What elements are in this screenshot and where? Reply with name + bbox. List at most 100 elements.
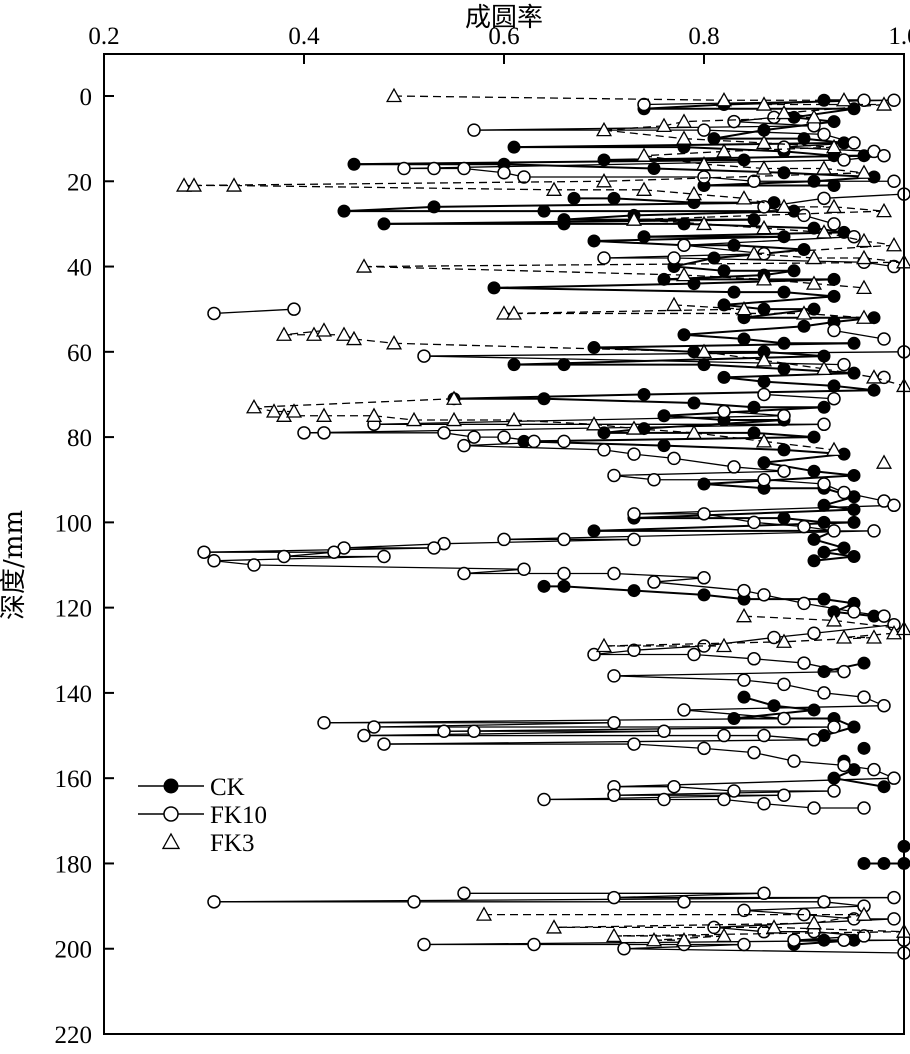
data-point xyxy=(755,96,773,111)
data-point xyxy=(797,132,811,146)
series-line xyxy=(673,786,735,792)
data-point xyxy=(597,443,611,457)
data-point xyxy=(275,326,293,341)
y-tick-label: 0 xyxy=(80,84,93,111)
data-point xyxy=(847,229,861,244)
y-tick-label: 80 xyxy=(67,425,92,452)
data-point xyxy=(637,387,651,401)
series-line xyxy=(643,189,695,195)
series-line xyxy=(503,163,655,170)
series-line xyxy=(233,184,555,191)
data-point xyxy=(777,409,791,423)
data-point xyxy=(807,733,821,747)
data-point xyxy=(887,890,901,905)
data-point xyxy=(807,464,821,478)
data-point xyxy=(207,895,221,909)
series-line xyxy=(703,223,765,229)
y-tick-label: 100 xyxy=(55,510,93,537)
data-point xyxy=(807,532,821,546)
series-line xyxy=(513,419,595,425)
series-line xyxy=(603,125,665,131)
series-line xyxy=(613,572,705,579)
series-line xyxy=(463,568,525,575)
data-point xyxy=(707,132,721,146)
data-point xyxy=(685,185,703,201)
data-point xyxy=(695,155,713,171)
data-point xyxy=(545,181,563,196)
data-point xyxy=(507,358,521,372)
series-fk10 xyxy=(197,93,910,960)
data-point xyxy=(805,109,823,124)
data-point xyxy=(747,400,761,414)
data-point xyxy=(557,566,571,581)
data-point xyxy=(855,232,873,248)
data-point xyxy=(827,784,841,798)
series-line xyxy=(783,291,835,298)
y-axis-ticks: 0 20 40 60 80 100 120 140 160 180 200 220 xyxy=(55,84,114,1049)
data-point xyxy=(377,737,391,751)
series-line xyxy=(703,636,775,647)
data-point xyxy=(777,285,791,299)
data-point xyxy=(161,832,181,850)
data-point xyxy=(857,801,871,815)
data-point xyxy=(817,686,831,700)
data-point xyxy=(817,545,831,559)
series-line xyxy=(833,206,885,212)
data-point xyxy=(405,411,423,427)
series-line xyxy=(643,150,725,157)
series-line xyxy=(373,722,615,728)
data-point xyxy=(887,771,901,785)
data-point xyxy=(317,716,331,730)
data-point xyxy=(887,93,901,108)
series-line xyxy=(703,163,765,170)
data-point xyxy=(715,92,733,107)
series-layer xyxy=(175,87,910,960)
data-point xyxy=(397,161,411,176)
data-point xyxy=(747,745,761,760)
data-point xyxy=(747,515,761,530)
series-line xyxy=(803,602,855,613)
data-point xyxy=(595,173,613,188)
data-point xyxy=(807,801,821,815)
series-line xyxy=(733,466,785,472)
data-point xyxy=(737,673,751,687)
data-point xyxy=(277,549,291,564)
data-point xyxy=(355,258,373,273)
data-point xyxy=(825,612,843,627)
data-point xyxy=(697,741,711,756)
series-line xyxy=(603,129,685,140)
data-point xyxy=(707,251,721,265)
series-line xyxy=(813,913,865,924)
data-point xyxy=(837,357,851,372)
data-point xyxy=(315,407,333,422)
data-point xyxy=(625,211,643,226)
data-point xyxy=(505,305,523,320)
data-point xyxy=(757,302,771,316)
data-point xyxy=(825,138,843,154)
data-point xyxy=(857,656,871,670)
data-point xyxy=(867,524,881,538)
data-point xyxy=(427,161,441,176)
data-point xyxy=(567,191,581,205)
data-point xyxy=(755,352,773,367)
series-line xyxy=(863,240,895,246)
data-point xyxy=(495,305,513,320)
data-point xyxy=(657,724,671,739)
y-tick-label: 20 xyxy=(67,169,92,196)
series-line xyxy=(823,193,905,199)
series-line xyxy=(683,709,785,720)
series-line xyxy=(283,551,335,558)
data-point xyxy=(777,677,791,692)
series-line xyxy=(703,363,785,370)
data-point xyxy=(815,160,833,175)
data-point xyxy=(777,336,791,350)
data-point xyxy=(865,369,883,384)
x-tick-label: 0.8 xyxy=(688,23,719,50)
data-point xyxy=(587,341,601,355)
data-point xyxy=(655,117,673,133)
data-point xyxy=(417,937,431,952)
data-point xyxy=(537,792,551,807)
series-line xyxy=(593,235,785,242)
data-point xyxy=(837,153,851,167)
data-point xyxy=(805,914,823,930)
